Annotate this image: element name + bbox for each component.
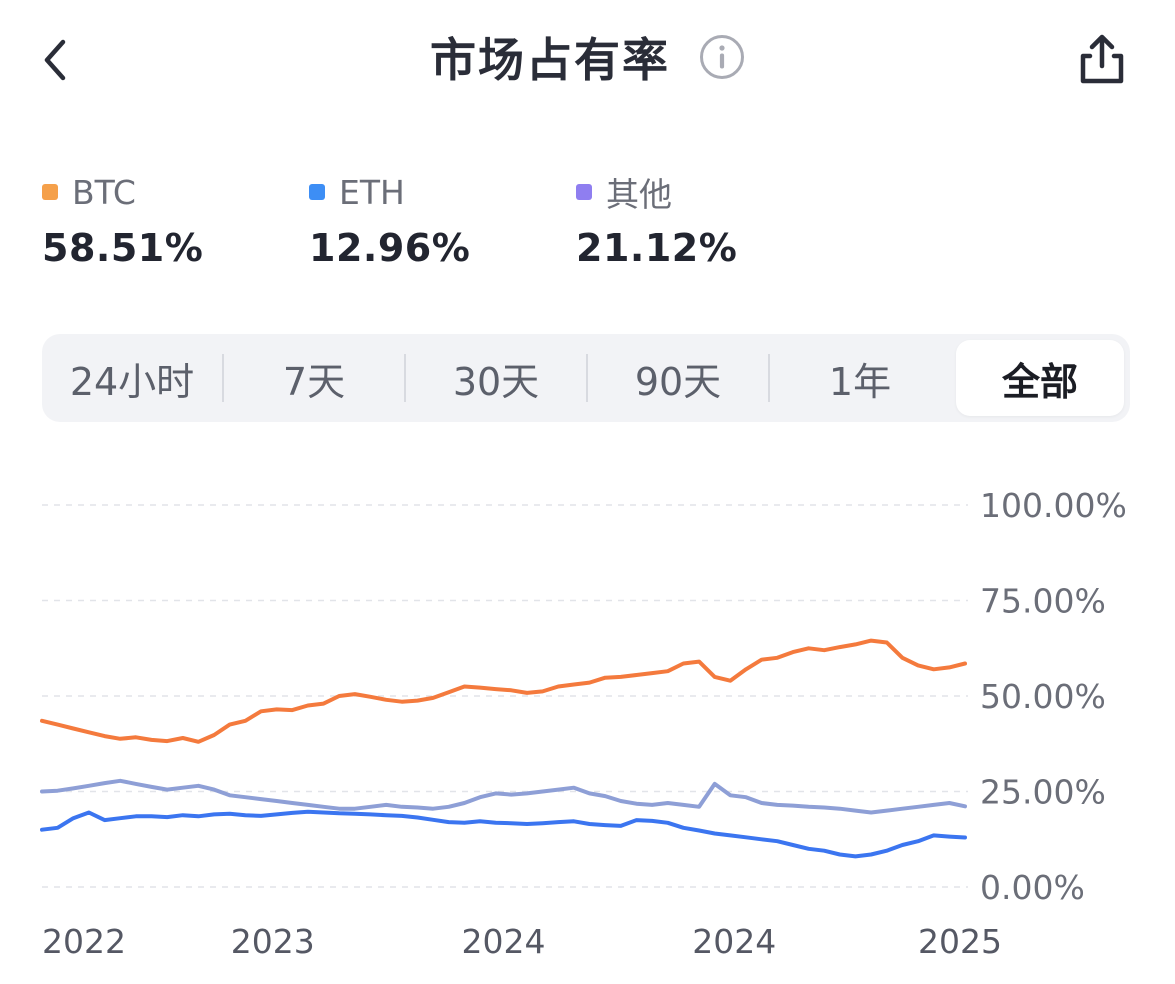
legend-value: 21.12% xyxy=(576,226,738,270)
series-line-2 xyxy=(40,778,967,815)
legend-label-row: BTC xyxy=(42,170,203,214)
legend-label: ETH xyxy=(339,172,405,212)
tab-all[interactable]: 全部 xyxy=(956,340,1124,416)
legend-label-row: 其他 xyxy=(576,170,737,214)
x-tick-label: 2024 xyxy=(462,922,546,961)
series-lines xyxy=(40,638,967,859)
info-icon xyxy=(700,35,745,79)
info-button[interactable] xyxy=(699,34,745,80)
y-axis-labels: 100.00% 75.00% 50.00% 25.00% 0.00% xyxy=(980,486,1127,907)
legend-value: 12.96% xyxy=(309,226,471,270)
time-range-tabs: 24小时 7天 30天 90天 1年 全部 xyxy=(42,334,1130,422)
tab-divider xyxy=(222,354,224,402)
tab-divider xyxy=(404,354,406,402)
legend-value: 58.51% xyxy=(42,226,204,270)
back-button[interactable] xyxy=(30,30,80,90)
y-tick-label: 25.00% xyxy=(980,773,1106,812)
y-tick-label: 0.00% xyxy=(980,868,1085,907)
tab-24h[interactable]: 24小时 xyxy=(69,359,195,404)
tab-90d[interactable]: 90天 xyxy=(634,359,722,404)
legend-label-row: ETH xyxy=(309,170,470,214)
x-tick-label: 2024 xyxy=(692,922,776,961)
x-tick-label: 2022 xyxy=(42,922,126,961)
y-tick-label: 50.00% xyxy=(980,677,1106,716)
share-icon xyxy=(1080,34,1124,84)
share-button[interactable] xyxy=(1072,30,1132,90)
others-color-dot xyxy=(576,184,592,200)
tab-1y[interactable]: 1年 xyxy=(828,359,892,404)
y-tick-label: 75.00% xyxy=(980,582,1106,621)
tab-7d[interactable]: 7天 xyxy=(282,359,346,404)
legend-item-btc: BTC 58.51% xyxy=(42,170,203,270)
chevron-left-icon xyxy=(44,39,66,81)
tab-30d[interactable]: 30天 xyxy=(452,359,540,404)
market-share-chart: 100.00%75.00%50.00%25.00%0.00% 2022 2023 2… xyxy=(40,486,1127,961)
title-wrap: 市场占有率 xyxy=(0,24,1175,90)
x-tick-label: 2023 xyxy=(231,922,315,961)
series-line-0 xyxy=(40,638,967,744)
x-tick-label: 2025 xyxy=(918,922,1002,961)
grid-lines xyxy=(42,504,968,888)
y-tick-label: 100.00% xyxy=(980,486,1127,525)
page-title: 市场占有率 xyxy=(429,33,670,87)
tab-divider xyxy=(586,354,588,402)
legend-label: BTC xyxy=(72,172,136,212)
header: 市场占有率 xyxy=(0,0,1175,120)
legend: BTC 58.51% ETH 12.96% 其他 21.12% xyxy=(42,170,1142,280)
legend-label: 其他 xyxy=(606,175,672,214)
series-line-1 xyxy=(40,809,967,859)
eth-color-dot xyxy=(309,184,325,200)
legend-item-others: 其他 21.12% xyxy=(576,170,737,270)
x-axis-labels: 2022 2023 2024 2024 2025 xyxy=(42,922,1002,961)
legend-item-eth: ETH 12.96% xyxy=(309,170,470,270)
btc-color-dot xyxy=(42,184,58,200)
tab-divider xyxy=(768,354,770,402)
